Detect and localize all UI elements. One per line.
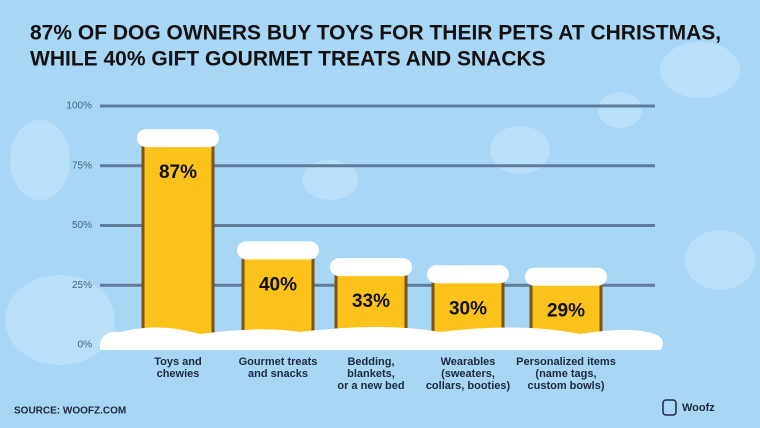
value-label: 40% [259, 274, 297, 295]
value-label: 30% [449, 298, 487, 319]
ground-snow [100, 327, 664, 350]
x-tick-label: collars, booties) [426, 380, 511, 392]
x-tick-label: Toys and [154, 356, 201, 368]
value-label: 33% [352, 291, 390, 312]
x-tick-label: or a new bed [337, 380, 404, 392]
snow-cap [427, 265, 509, 284]
x-tick-label: and snacks [248, 368, 308, 380]
x-tick-label: blankets, [347, 368, 395, 380]
y-tick-label: 25% [72, 280, 92, 291]
x-tick-label: Personalized items [516, 356, 616, 368]
x-tick-label: (name tags, [535, 368, 596, 380]
y-tick-label: 0% [78, 340, 93, 351]
x-tick-label: Wearables [441, 356, 496, 368]
snow-cap [525, 267, 607, 286]
decoration [5, 42, 755, 365]
snow-cap [330, 258, 412, 277]
y-tick-label: 50% [72, 220, 92, 231]
snow-cap [237, 241, 319, 260]
brand: Woofz [682, 402, 715, 414]
value-label: 87% [159, 162, 197, 183]
chart-title: 87% OF DOG OWNERS BUY TOYS FOR THEIR PET… [30, 22, 721, 45]
y-tick-label: 75% [72, 160, 92, 171]
brand-logo [662, 399, 677, 416]
y-tick-label: 100% [66, 101, 92, 112]
x-tick-label: (sweaters, [441, 368, 495, 380]
x-tick-label: Bedding, [347, 356, 394, 368]
value-label: 29% [547, 301, 585, 322]
x-tick-label: chewies [157, 368, 200, 380]
chart-title: WHILE 40% GIFT GOURMET TREATS AND SNACKS [30, 48, 546, 71]
source: SOURCE: WOOFZ.COM [14, 406, 126, 417]
x-tick-label: custom bowls) [527, 380, 604, 392]
snow-cap [137, 129, 219, 148]
x-tick-label: Gourmet treats [239, 356, 318, 368]
